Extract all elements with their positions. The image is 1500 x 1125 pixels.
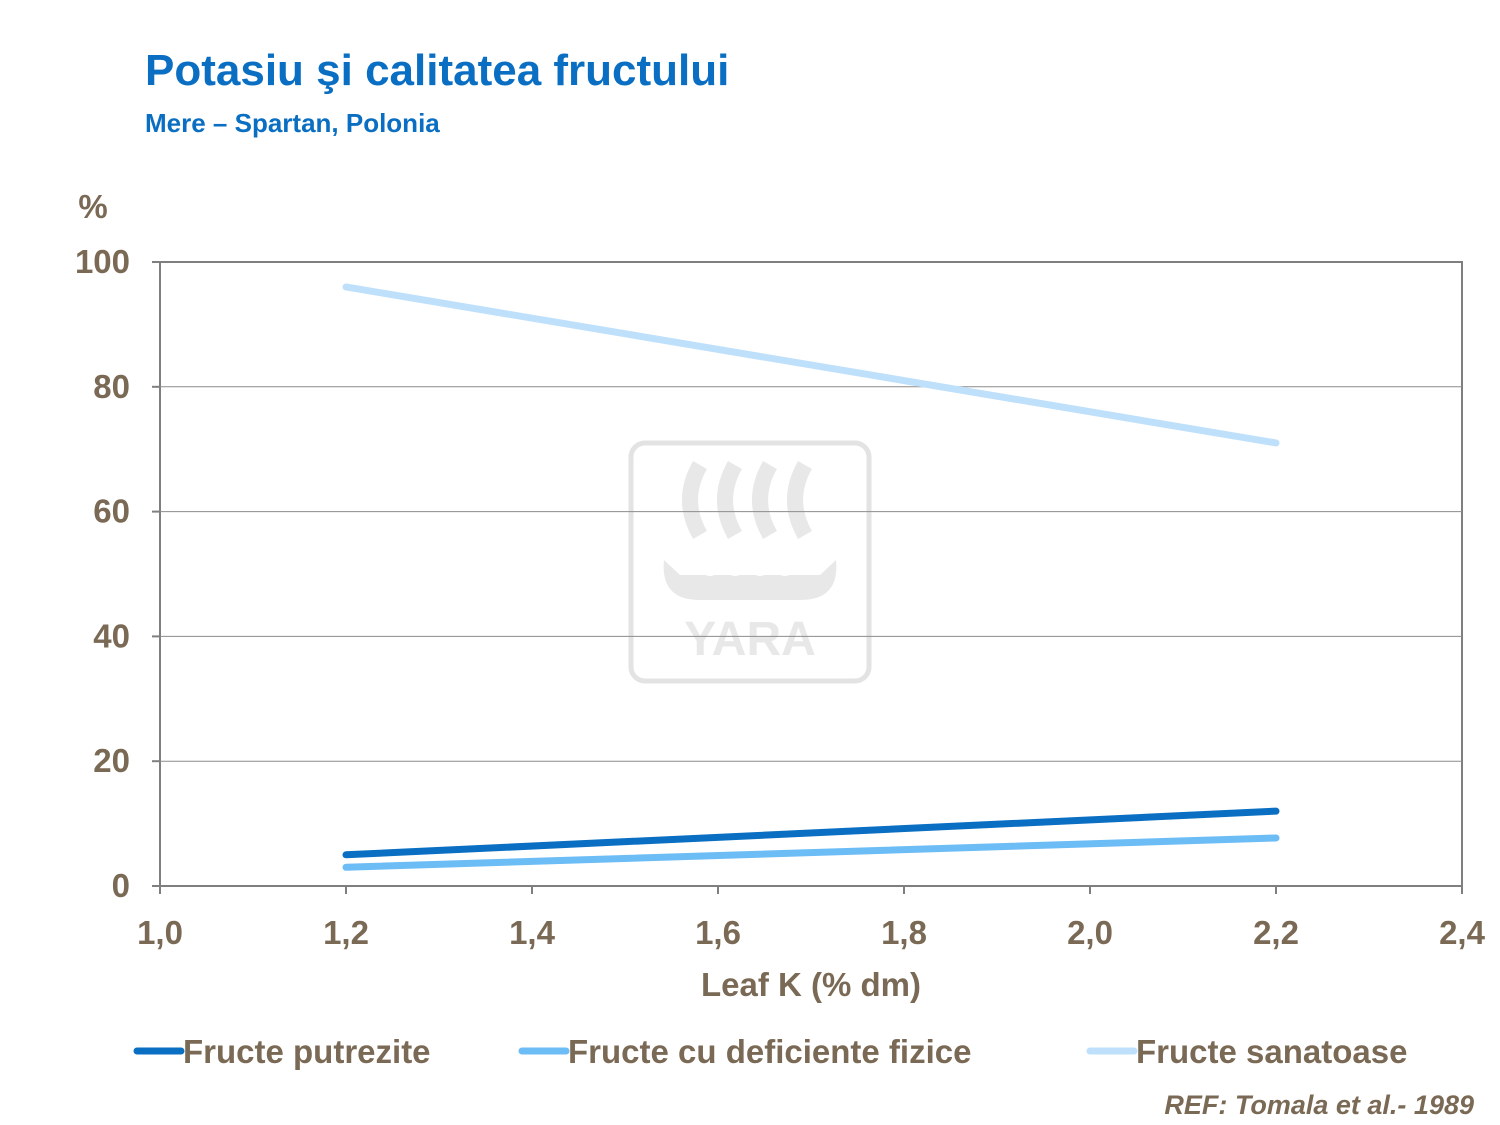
series-lines — [342, 283, 1280, 871]
legend-label: Fructe cu deficiente fizice — [568, 1033, 971, 1070]
y-tick-label: 80 — [93, 368, 130, 405]
x-tick-label: 2,0 — [1067, 914, 1113, 951]
x-tick-label: 1,2 — [323, 914, 369, 951]
series-line-2 — [342, 834, 1280, 871]
series-line-1 — [342, 807, 1280, 859]
chart-subtitle: Mere – Spartan, Polonia — [145, 108, 440, 138]
y-tick-label: 40 — [93, 617, 130, 654]
y-tick-label: 60 — [93, 493, 130, 530]
x-axis-label: Leaf K (% dm) — [701, 966, 921, 1003]
x-tick-label: 1,0 — [137, 914, 183, 951]
plot-area-frame — [159, 261, 1463, 887]
series-line-3 — [342, 283, 1280, 447]
yara-logo-watermark: YARA — [628, 440, 872, 684]
chart-title: Potasiu şi calitatea fructului — [145, 46, 730, 95]
reference-note: REF: Tomala et al.- 1989 — [1164, 1090, 1474, 1120]
y-tick-label: 100 — [75, 243, 130, 280]
legend: Fructe putrezite Fructe cu deficiente fiz… — [133, 1033, 1407, 1070]
y-tick-label: 0 — [112, 867, 130, 904]
x-tick-label: 1,6 — [695, 914, 741, 951]
legend-label: Fructe sanatoase — [1136, 1033, 1407, 1070]
y-axis-label: % — [78, 188, 107, 225]
x-tick-label: 1,8 — [881, 914, 927, 951]
y-tick-label: 20 — [93, 742, 130, 779]
x-tick-label: 1,4 — [509, 914, 556, 951]
x-tick-label: 2,2 — [1253, 914, 1299, 951]
gridlines — [160, 386, 1462, 762]
axes: 0 20 40 60 80 100 1,0 1,2 1,4 1,6 1,8 2,0 2,2 2,4 — [75, 243, 1486, 951]
yara-logo-text: YARA — [684, 613, 816, 666]
x-tick-label: 2,4 — [1439, 914, 1486, 951]
legend-label: Fructe putrezite — [183, 1033, 431, 1070]
